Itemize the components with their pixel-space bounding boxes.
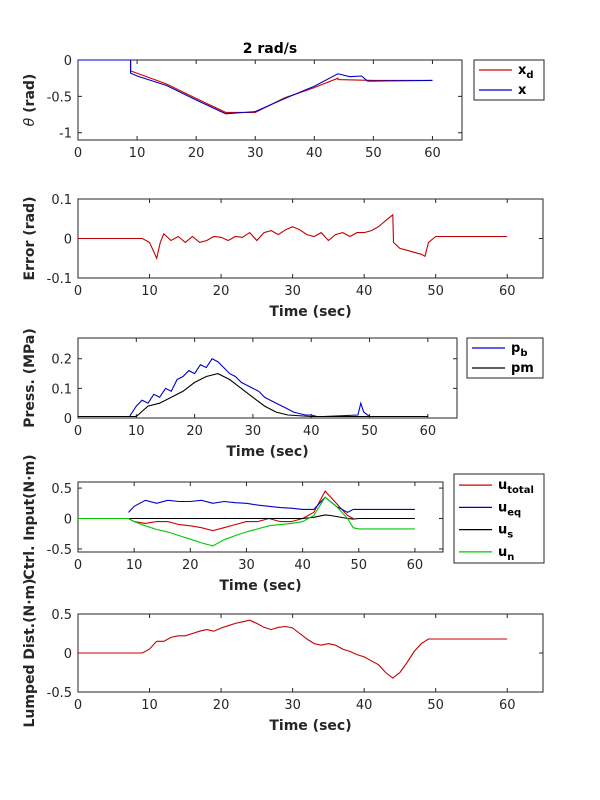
legend-box: [453, 473, 545, 564]
x-tick-label: 60: [420, 424, 437, 439]
x-tick-label: 10: [129, 146, 146, 161]
x-tick-label: 40: [356, 284, 373, 299]
legend-entry: xd: [518, 63, 534, 81]
series-lumped: [78, 619, 508, 679]
x-tick-label: 10: [141, 284, 158, 299]
x-tick-label: 0: [74, 284, 82, 299]
series-u-total: [128, 490, 354, 532]
y-tick-label: 0: [64, 412, 72, 427]
x-tick-label: 50: [350, 558, 367, 573]
y-tick-label: 0.1: [51, 193, 72, 208]
y-tick-label: 0.1: [51, 382, 72, 397]
legend-entry: x: [518, 83, 527, 98]
x-tick-label: 40: [356, 698, 373, 713]
x-tick-label: 0: [74, 558, 82, 573]
y-tick-label: -0.5: [47, 543, 72, 558]
series-u-s: [128, 514, 415, 520]
y-tick-label: -0.5: [47, 90, 72, 105]
y-axis-label: θ (rad): [22, 74, 38, 127]
plot-frame: [77, 613, 544, 693]
x-tick-label: 30: [247, 146, 264, 161]
x-tick-label: 10: [126, 558, 143, 573]
x-tick-label: 40: [306, 146, 323, 161]
x-tick-label: 30: [245, 424, 262, 439]
y-axis-label: Ctrl. Input(N·m): [22, 454, 38, 579]
y-axis-label: Press. (MPa): [22, 328, 38, 428]
y-tick-label: 0.5: [51, 608, 72, 623]
plot-frame: [77, 59, 463, 141]
legend-box: [466, 337, 544, 379]
x-tick-label: 10: [128, 424, 145, 439]
series-pm: [78, 373, 428, 418]
x-tick-label: 20: [213, 284, 230, 299]
x-axis-label: Time (sec): [269, 304, 351, 320]
x-tick-label: 50: [427, 698, 444, 713]
x-tick-label: 0: [74, 146, 82, 161]
y-tick-label: 0: [64, 647, 72, 662]
y-tick-label: 0: [64, 233, 72, 248]
y-tick-label: 0: [64, 513, 72, 528]
series-p-b: [78, 357, 428, 418]
y-axis-label: Lumped Dist.(N·m): [22, 578, 38, 727]
legend: pb pm: [466, 337, 544, 379]
x-tick-label: 0: [74, 698, 82, 713]
x-tick-label: 20: [182, 558, 199, 573]
y-tick-label: 0.5: [51, 482, 72, 497]
x-tick-label: 10: [141, 698, 158, 713]
x-tick-label: 50: [361, 424, 378, 439]
y-tick-label: 0.2: [51, 353, 72, 368]
y-tick-label: 0: [64, 54, 72, 69]
series-u-eq: [128, 496, 415, 514]
x-tick-label: 60: [499, 284, 516, 299]
chart-panel-1: 0 10 20 30 40 50 60 0 -0.5 -1 2 rad/s θ (rad) xd x: [22, 41, 545, 161]
legend-entry: ueq: [498, 500, 521, 518]
chart-title: 2 rad/s: [243, 41, 297, 57]
x-tick-label: 20: [213, 698, 230, 713]
x-tick-label: 30: [284, 698, 301, 713]
x-axis-label: Time (sec): [226, 444, 308, 460]
x-tick-label: 60: [499, 698, 516, 713]
legend: xd x: [473, 59, 545, 101]
plot-frame: [77, 198, 544, 279]
y-tick-label: -0.5: [47, 686, 72, 701]
legend-box: [473, 59, 545, 101]
x-tick-label: 40: [303, 424, 320, 439]
y-axis-label: Error (rad): [22, 197, 38, 281]
x-axis-label: Time (sec): [219, 578, 301, 594]
x-tick-label: 30: [238, 558, 255, 573]
series-error: [78, 213, 508, 261]
x-tick-label: 20: [188, 146, 205, 161]
x-tick-label: 40: [294, 558, 311, 573]
x-tick-label: 50: [365, 146, 382, 161]
x-axis-label: Time (sec): [269, 718, 351, 734]
legend-entry: utotal: [498, 478, 534, 496]
x-tick-label: 60: [424, 146, 441, 161]
series-x: [78, 59, 433, 115]
series-u-n: [78, 496, 415, 547]
x-tick-label: 50: [427, 284, 444, 299]
x-tick-label: 0: [74, 424, 82, 439]
legend: utotal ueq us un: [453, 473, 545, 564]
plot-frame: [77, 337, 458, 419]
y-tick-label: -1: [59, 127, 72, 142]
legend-entry: us: [498, 523, 513, 541]
legend-entry: pm: [511, 361, 534, 376]
x-tick-label: 30: [284, 284, 301, 299]
plot-frame: [77, 481, 444, 553]
legend-entry: pb: [511, 341, 527, 359]
chart-panel-3: 0 10 20 30 40 50 60 0.2 0.1 0 Time (sec) Press. (MP…: [22, 328, 544, 460]
legend-entry: un: [498, 545, 514, 563]
x-tick-label: 20: [186, 424, 203, 439]
x-tick-label: 60: [407, 558, 424, 573]
y-tick-label: -0.1: [47, 272, 72, 287]
